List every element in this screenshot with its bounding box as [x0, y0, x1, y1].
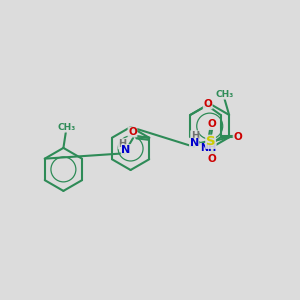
Text: CH₃: CH₃ — [215, 90, 234, 99]
Text: O: O — [233, 132, 242, 142]
Text: O: O — [208, 154, 217, 164]
Text: CH₃: CH₃ — [57, 123, 76, 132]
Text: S: S — [206, 135, 215, 148]
Text: NH: NH — [200, 143, 216, 153]
Text: O: O — [203, 99, 212, 109]
Text: H: H — [191, 131, 199, 141]
Text: N: N — [121, 145, 130, 155]
Text: O: O — [128, 127, 137, 137]
Text: N: N — [190, 138, 199, 148]
Text: O: O — [208, 119, 217, 130]
Text: H: H — [118, 139, 126, 149]
